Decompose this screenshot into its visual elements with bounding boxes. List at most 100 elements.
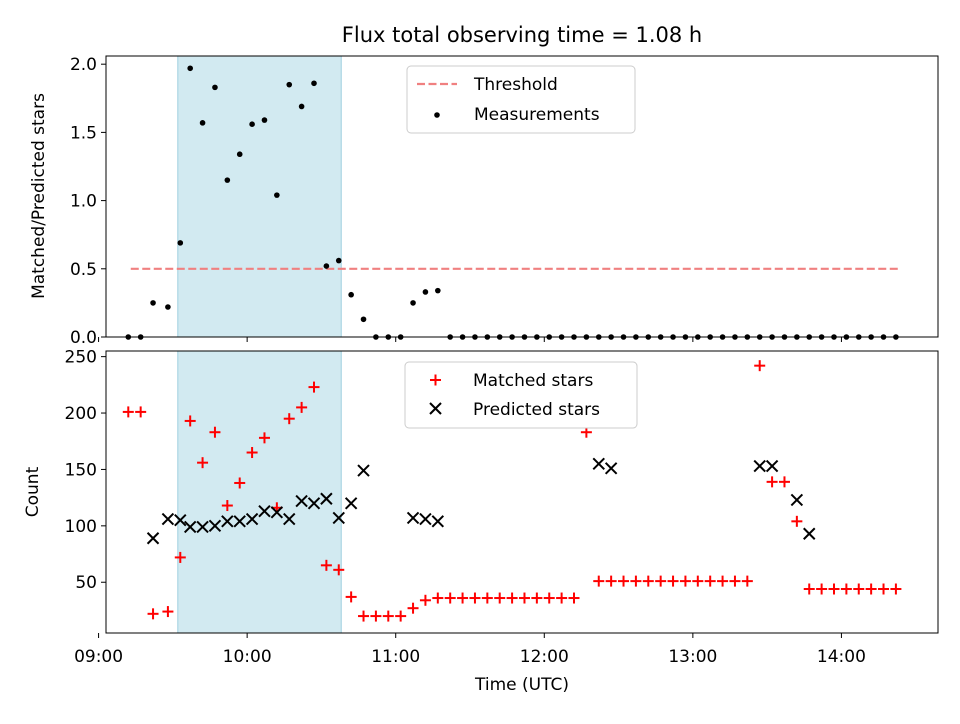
predicted-marker-b bbox=[295, 494, 308, 508]
matched-star-marker bbox=[878, 583, 890, 595]
measurement-point bbox=[410, 300, 416, 306]
predicted-marker-b bbox=[790, 493, 804, 507]
matched-star-marker bbox=[382, 610, 394, 622]
predicted-marker-b bbox=[406, 511, 420, 525]
measurement-point bbox=[323, 263, 330, 269]
predicted-marker-b bbox=[765, 459, 779, 473]
predicted-marker-b bbox=[431, 515, 445, 528]
measurement-point bbox=[311, 80, 317, 87]
measurement-point bbox=[286, 81, 293, 88]
matched-star-marker bbox=[593, 575, 605, 587]
predicted-legend-label: Predicted stars bbox=[473, 400, 600, 420]
top-shaded-region bbox=[177, 55, 342, 338]
matched-star-marker bbox=[135, 406, 147, 418]
matched-star-marker bbox=[692, 575, 704, 587]
matched-star-marker bbox=[754, 360, 766, 372]
matched-star-marker bbox=[717, 575, 729, 587]
matched-star-marker bbox=[778, 476, 790, 488]
predicted-star-marker bbox=[233, 515, 246, 528]
matched-star-marker bbox=[296, 401, 308, 413]
predicted-marker-b bbox=[357, 464, 370, 477]
predicted-star-marker bbox=[753, 459, 766, 473]
predicted-star-marker bbox=[344, 497, 358, 510]
top-legend-box bbox=[406, 65, 636, 134]
x-tick-label-5: 14:00 bbox=[817, 647, 866, 667]
matched-star-marker bbox=[543, 592, 555, 604]
predicted-star-marker bbox=[406, 511, 420, 525]
bottom-legend-box bbox=[404, 361, 638, 429]
matched-star-marker bbox=[494, 592, 506, 604]
top-panel-frame bbox=[105, 55, 939, 338]
predicted-star-marker bbox=[161, 512, 175, 526]
predicted-star-marker bbox=[245, 512, 259, 526]
matched-star-marker bbox=[865, 583, 877, 595]
bottom-y-axis-label: Count bbox=[23, 466, 43, 517]
matched-star-marker bbox=[580, 426, 592, 438]
measurement-point bbox=[348, 291, 354, 298]
matched-star-marker bbox=[729, 575, 741, 587]
predicted-marker-b bbox=[233, 515, 246, 528]
matched-star-marker bbox=[890, 583, 902, 595]
x-tick-label-4: 13:00 bbox=[668, 647, 717, 667]
predicted-marker-b bbox=[344, 497, 358, 510]
measurement-point bbox=[261, 117, 268, 123]
matched-star-marker bbox=[122, 406, 134, 418]
matched-star-marker bbox=[816, 583, 828, 595]
measurement-point bbox=[224, 177, 231, 183]
bottom-legend: Matched stars Predicted stars bbox=[404, 361, 638, 429]
matched-star-marker bbox=[853, 583, 865, 595]
bot-y-tick-label-0: 50 bbox=[75, 573, 97, 593]
x-tick-label-0: 09:00 bbox=[74, 647, 123, 667]
predicted-marker-b bbox=[332, 511, 345, 525]
predicted-marker-b bbox=[196, 520, 209, 534]
predicted-marker-b bbox=[604, 462, 618, 475]
predicted-star-marker bbox=[221, 515, 234, 528]
predicted-legend-swatch bbox=[429, 402, 442, 415]
matched-star-marker bbox=[221, 500, 233, 512]
matched-star-marker bbox=[803, 583, 815, 595]
predicted-star-marker bbox=[332, 511, 345, 525]
matched-star-marker bbox=[308, 381, 320, 393]
matched-star-marker bbox=[320, 559, 332, 571]
measurement-point bbox=[249, 121, 255, 128]
bot-shaded-region bbox=[177, 350, 342, 634]
predicted-star-marker bbox=[283, 512, 296, 526]
matched-star-marker bbox=[407, 602, 419, 614]
matched-star-marker bbox=[518, 592, 530, 604]
predicted-marker-b bbox=[307, 497, 321, 510]
x-axis-label: Time (UTC) bbox=[474, 675, 569, 695]
predicted-star-marker bbox=[208, 519, 222, 533]
predicted-star-marker bbox=[258, 504, 271, 518]
top-y-tick-label-0: 0.0 bbox=[70, 328, 97, 348]
measurement-point bbox=[236, 151, 243, 158]
predicted-star-marker bbox=[307, 497, 321, 510]
matched-star-marker bbox=[283, 413, 295, 425]
measurements-legend-swatch bbox=[434, 112, 440, 118]
top-panel: 0.00.51.01.52.0 Matched/Predicted stars … bbox=[29, 55, 939, 348]
measurement-point bbox=[187, 65, 193, 72]
matched-star-marker bbox=[370, 610, 382, 622]
matched-star-marker bbox=[174, 551, 186, 563]
matched-star-marker bbox=[828, 583, 840, 595]
matched-star-marker bbox=[655, 575, 667, 587]
matched-star-marker bbox=[630, 575, 642, 587]
predicted-star-marker bbox=[803, 527, 816, 540]
predicted-marker-b bbox=[283, 512, 296, 526]
predicted-star-marker bbox=[765, 459, 779, 473]
measurement-point bbox=[274, 192, 280, 198]
measurement-point bbox=[199, 120, 206, 126]
matched-star-marker bbox=[197, 457, 209, 469]
bot-y-tick-label-2: 150 bbox=[65, 460, 97, 480]
predicted-marker-b bbox=[208, 519, 222, 533]
measurement-point bbox=[165, 304, 171, 310]
x-tick-label-3: 12:00 bbox=[520, 647, 569, 667]
matched-star-marker bbox=[556, 592, 568, 604]
matched-star-marker bbox=[679, 575, 691, 587]
matched-star-marker bbox=[605, 575, 617, 587]
predicted-star-marker bbox=[295, 494, 308, 508]
predicted-star-marker bbox=[419, 512, 432, 526]
predicted-marker-b bbox=[245, 512, 259, 526]
predicted-star-marker bbox=[270, 506, 284, 519]
predicted-star-marker bbox=[357, 464, 370, 477]
